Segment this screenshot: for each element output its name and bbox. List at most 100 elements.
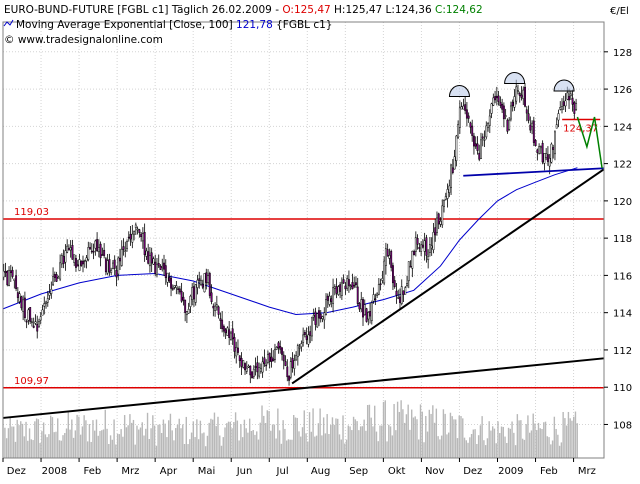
- candle-body: [508, 119, 511, 130]
- x-tick-label: Mai: [198, 466, 216, 477]
- candle-body: [457, 124, 460, 138]
- candle-body: [6, 270, 9, 286]
- candle-body: [224, 329, 227, 334]
- candle-body: [279, 346, 282, 350]
- x-tick-label: Dez: [463, 466, 482, 477]
- candle-body: [18, 293, 21, 302]
- candle-body: [325, 299, 327, 315]
- candle-body: [258, 367, 261, 377]
- candle-body: [524, 86, 526, 107]
- candle-body: [400, 286, 403, 304]
- candle-body: [418, 247, 421, 250]
- candle-body: [541, 142, 544, 163]
- candle-body: [441, 205, 444, 226]
- candle-body: [117, 257, 120, 275]
- y-tick-label: 114: [613, 309, 632, 320]
- candle-body: [333, 286, 336, 289]
- candle-body: [444, 196, 447, 200]
- candle-body: [71, 245, 74, 260]
- candle-body: [48, 292, 51, 296]
- candle-body: [494, 96, 497, 101]
- candle-body: [546, 154, 549, 162]
- candle-body: [319, 313, 322, 320]
- candle-body: [568, 96, 570, 101]
- candle-body: [50, 288, 53, 294]
- copyright-text: © www.tradesignalonline.com: [4, 34, 163, 46]
- candle-body: [402, 290, 405, 295]
- candle-body: [274, 349, 276, 360]
- candle-body: [467, 115, 470, 119]
- candle-body: [226, 327, 229, 336]
- candle-body: [515, 86, 518, 102]
- candle-body: [351, 282, 354, 290]
- candle-body: [407, 261, 410, 282]
- candle-body: [377, 284, 380, 295]
- candle-body: [356, 286, 359, 304]
- y-tick-label: 110: [613, 383, 632, 394]
- candle-body: [210, 292, 213, 302]
- candle-body: [64, 250, 67, 263]
- candle-body: [30, 321, 33, 324]
- candle-body: [159, 265, 162, 270]
- candle-body: [358, 303, 361, 310]
- candle-body: [96, 239, 99, 252]
- candle-body: [259, 368, 262, 372]
- candle-body: [222, 326, 225, 332]
- candle-body: [127, 236, 130, 239]
- candle-body: [263, 357, 266, 365]
- candle-body: [550, 143, 553, 163]
- candle-body: [8, 269, 10, 287]
- trendline-rally-support: [291, 168, 605, 385]
- candle-body: [166, 272, 169, 283]
- candle-body: [104, 258, 107, 273]
- candle-body: [59, 262, 62, 280]
- candle-body: [490, 103, 493, 114]
- candle-body: [152, 258, 155, 265]
- candle-body: [499, 101, 502, 106]
- candle-body: [196, 279, 199, 288]
- y-axis-unit: €/El: [610, 6, 629, 17]
- candle-body: [221, 319, 224, 329]
- head-shoulders-pattern: 124,37: [448, 72, 605, 177]
- candle-body: [235, 347, 238, 357]
- candle-body: [446, 189, 449, 199]
- ma-legend: Moving Average Exponential [Close, 100] …: [16, 19, 332, 31]
- candle-body: [268, 352, 271, 362]
- candle-body: [133, 231, 136, 235]
- horizontal-line-label: 109,97: [14, 376, 49, 387]
- candle-body: [156, 263, 158, 276]
- candle-body: [451, 167, 454, 173]
- candle-body: [425, 237, 428, 256]
- candle-body: [119, 257, 121, 262]
- candle-body: [208, 273, 211, 296]
- y-tick-label: 122: [613, 160, 632, 171]
- candle-body: [448, 185, 451, 193]
- candle-body: [266, 354, 269, 363]
- candle-body: [129, 234, 132, 240]
- candle-body: [365, 308, 368, 322]
- candle-body: [157, 263, 160, 267]
- candle-body: [242, 360, 245, 368]
- candles: [2, 79, 578, 386]
- candle-body: [480, 139, 482, 159]
- candle-body: [233, 337, 236, 352]
- candle-body: [282, 354, 285, 362]
- candle-body: [543, 153, 546, 164]
- candle-body: [564, 100, 567, 107]
- candle-body: [432, 231, 435, 251]
- candle-body: [288, 375, 290, 381]
- candle-body: [16, 292, 19, 298]
- candle-body: [229, 332, 232, 340]
- candle-body: [281, 347, 283, 355]
- candle-body: [29, 307, 32, 322]
- candle-body: [367, 312, 370, 320]
- candle-body: [571, 98, 574, 105]
- candle-body: [240, 357, 243, 367]
- candle-body: [349, 285, 352, 288]
- candle-body: [138, 229, 141, 233]
- candle-body: [200, 280, 202, 286]
- neckline: [463, 167, 605, 177]
- candle-body: [85, 257, 88, 262]
- candle-body: [374, 298, 377, 301]
- candle-body: [453, 156, 456, 170]
